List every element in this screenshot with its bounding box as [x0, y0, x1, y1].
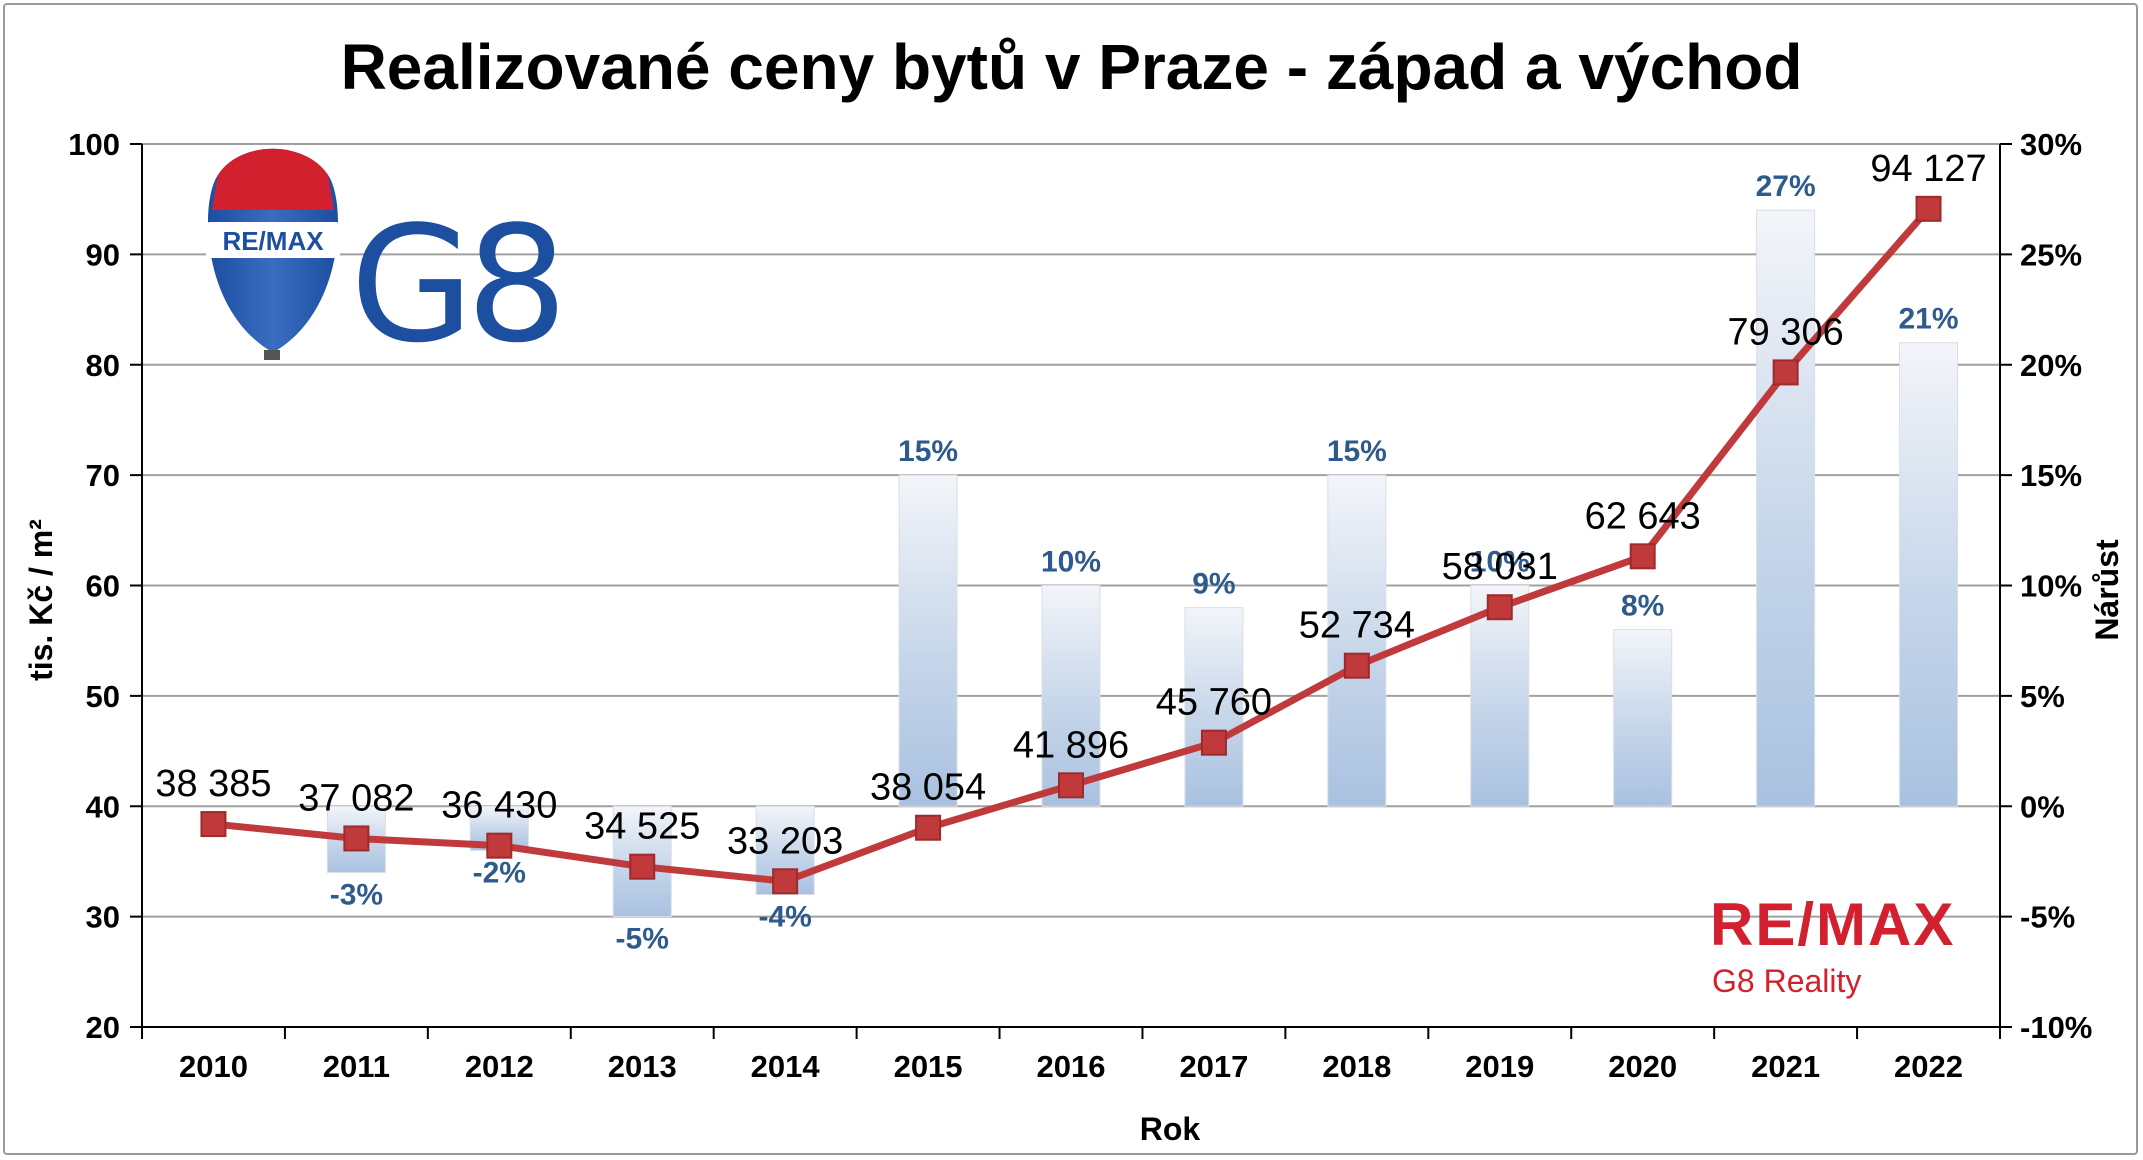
- x-tick-label: 2021: [1751, 1049, 1820, 1084]
- data-labels: -3% -2% -5% -4% 15% 10% 9% 15% 10% 8% 27% 21% 38 385…: [155, 148, 1986, 956]
- y-left-tick-label: 20: [86, 1010, 120, 1045]
- y-left-tick-label: 30: [86, 900, 120, 935]
- price-point: [1772, 359, 1799, 386]
- y-left-tick-label: 40: [86, 789, 120, 824]
- y-left-tick-label: 100: [68, 127, 120, 162]
- growth-label: 10%: [1470, 546, 1530, 579]
- growth-label: -5%: [616, 923, 669, 956]
- price-label: 52 734: [1299, 605, 1415, 647]
- y-right-tick-label: 25%: [2020, 237, 2082, 272]
- y-right-tick-label: 20%: [2020, 348, 2082, 383]
- x-tick-label: 2022: [1894, 1049, 1963, 1084]
- chart-title: Realizované ceny bytů v Praze - západ a …: [340, 31, 1803, 103]
- y-right-tick-label: -5%: [2020, 900, 2075, 935]
- price-line: [200, 195, 1942, 895]
- y-right-tick-label: 5%: [2020, 679, 2065, 714]
- y-axis-right-title: Nárůst: [2089, 539, 2125, 641]
- x-tick-label: 2015: [894, 1049, 963, 1084]
- x-tick-label: 2017: [1179, 1049, 1248, 1084]
- price-label: 38 385: [155, 763, 271, 805]
- price-point: [1200, 729, 1227, 756]
- growth-label: 15%: [898, 435, 958, 468]
- x-tick-label: 2014: [751, 1049, 821, 1084]
- balloon-lettering: RE/MAX: [222, 226, 324, 256]
- growth-bar: [1470, 585, 1530, 807]
- growth-bars: [326, 209, 1959, 918]
- price-point: [343, 825, 370, 852]
- price-point: [772, 868, 799, 895]
- price-label: 79 306: [1727, 311, 1843, 353]
- y-right-tick-label: 30%: [2020, 127, 2082, 162]
- growth-label: 9%: [1192, 568, 1235, 601]
- growth-label: 8%: [1621, 590, 1664, 623]
- price-label: 58 031: [1442, 546, 1558, 588]
- y-axis-left-title: tis. Kč / m²: [23, 519, 59, 681]
- price-point: [1486, 594, 1513, 621]
- growth-label: 10%: [1041, 546, 1101, 579]
- price-point: [1343, 652, 1370, 679]
- price-label: 34 525: [584, 806, 700, 848]
- growth-bar: [1041, 585, 1101, 807]
- x-axis-title: Rok: [1140, 1111, 1201, 1147]
- x-tick-label: 2018: [1322, 1049, 1391, 1084]
- y-right-tick-label: 10%: [2020, 569, 2082, 604]
- axes: 20 30 40 50 60 70 80 90 100 -10% -5% 0% 5% 10% 15% 20% 2…: [68, 127, 2092, 1084]
- price-label: 36 430: [441, 785, 557, 827]
- growth-label: 21%: [1899, 303, 1959, 336]
- growth-label: -4%: [758, 901, 811, 934]
- y-left-tick-label: 80: [86, 348, 120, 383]
- price-point: [486, 832, 513, 859]
- price-point: [1058, 772, 1084, 799]
- x-tick-label: 2012: [465, 1049, 534, 1084]
- x-tick-label: 2020: [1608, 1049, 1677, 1084]
- price-point: [1915, 195, 1942, 222]
- y-left-tick-label: 50: [86, 679, 120, 714]
- price-label: 41 896: [1013, 724, 1129, 766]
- growth-label: 15%: [1327, 435, 1387, 468]
- price-label: 94 127: [1870, 148, 1986, 190]
- g8-reality-wordmark: G8 Reality: [1712, 963, 1861, 999]
- y-right-tick-label: 15%: [2020, 458, 2082, 493]
- price-label: 33 203: [727, 820, 843, 862]
- price-point: [915, 814, 942, 841]
- growth-bar: [1756, 209, 1816, 807]
- growth-bar: [898, 474, 958, 807]
- chart-frame: [3, 3, 2138, 1155]
- price-label: 45 760: [1156, 682, 1272, 724]
- price-point: [629, 853, 656, 880]
- price-point: [1629, 543, 1656, 570]
- x-tick-label: 2019: [1465, 1049, 1534, 1084]
- growth-bar: [1899, 342, 1959, 807]
- x-tick-label: 2013: [608, 1049, 677, 1084]
- growth-bar: [1327, 474, 1387, 807]
- y-left-tick-label: 60: [86, 569, 120, 604]
- x-tick-label: 2011: [323, 1049, 390, 1084]
- growth-label: 27%: [1756, 170, 1816, 203]
- g8-logo: G8: [350, 191, 560, 378]
- growth-bar: [1613, 629, 1673, 807]
- y-right-tick-label: -10%: [2020, 1010, 2092, 1045]
- remax-wordmark: RE/MAX: [1710, 891, 1955, 958]
- growth-label: -2%: [473, 856, 526, 889]
- remax-balloon-logo: RE/MAX: [206, 148, 340, 360]
- y-left-tick-label: 70: [86, 458, 120, 493]
- x-tick-label: 2010: [179, 1049, 248, 1084]
- price-label: 37 082: [298, 777, 414, 819]
- price-label: 38 054: [870, 767, 986, 809]
- y-right-tick-label: 0%: [2020, 789, 2065, 824]
- y-left-tick-label: 90: [86, 237, 120, 272]
- price-point: [200, 811, 227, 838]
- price-label: 62 643: [1585, 495, 1701, 537]
- growth-label: -3%: [330, 878, 383, 911]
- x-tick-label: 2016: [1037, 1049, 1106, 1084]
- growth-bar: [1184, 607, 1244, 807]
